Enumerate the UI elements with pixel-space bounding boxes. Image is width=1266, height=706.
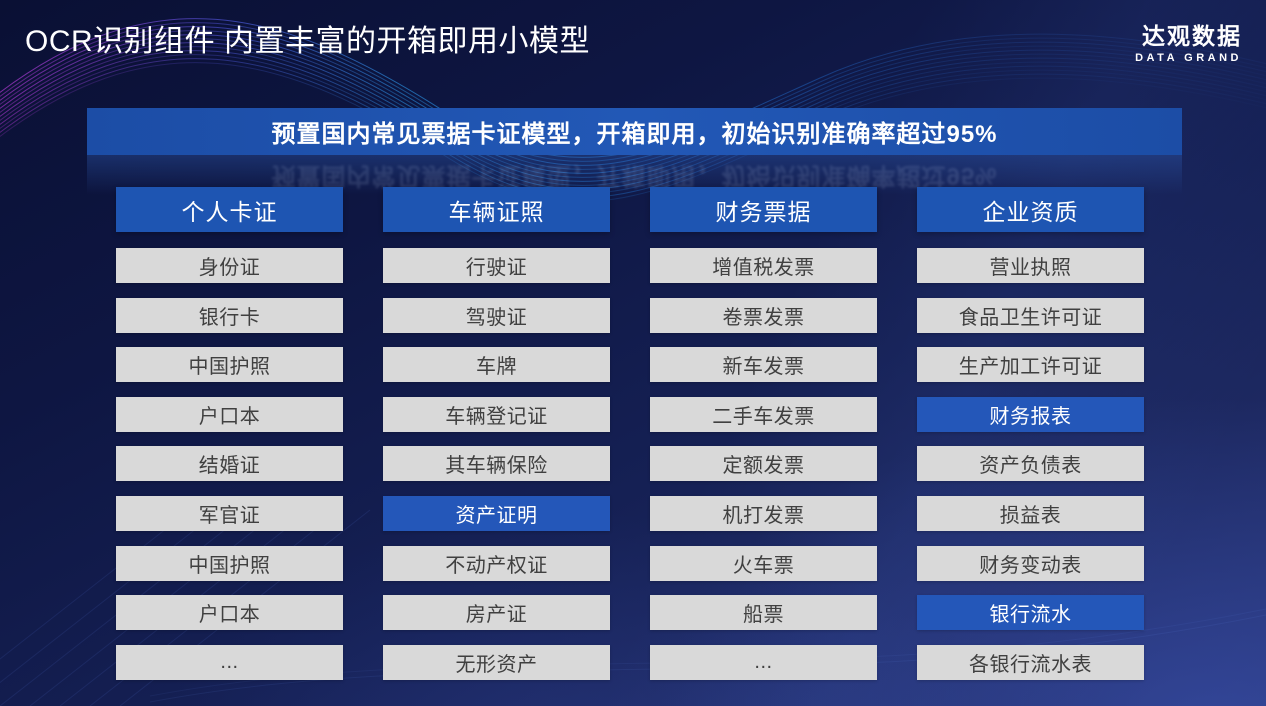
brand-name: 达观数据 [1142,23,1242,49]
model-item: 其车辆保险 [383,446,610,482]
model-item: 房产证 [383,595,610,631]
model-item: 火车票 [650,545,877,581]
model-item: 财务变动表 [917,545,1144,581]
model-item: 银行流水 [917,595,1144,631]
column-financial-invoices: 财务票据 增值税发票 卷票发票 新车发票 二手车发票 定额发票 机打发票 火车票… [650,187,877,680]
model-item: 户口本 [116,396,343,432]
page-title: OCR识别组件 内置丰富的开箱即用小模型 [25,25,590,58]
model-item: 结婚证 [116,446,343,482]
top-bar: OCR识别组件 内置丰富的开箱即用小模型 达观数据 DATA GRAND [25,23,1242,65]
brand-logo: 达观数据 DATA GRAND [1135,23,1242,65]
headline-banner: 预置国内常见票据卡证模型，开箱即用，初始识别准确率超过95% [87,108,1182,155]
model-item: 二手车发票 [650,396,877,432]
model-item: 车牌 [383,347,610,383]
column-personal-cards: 个人卡证 身份证 银行卡 中国护照 户口本 结婚证 军官证 中国护照 户口本 .… [116,187,343,680]
model-item-ellipsis: ... [116,644,343,680]
column-vehicle-licenses: 车辆证照 行驶证 驾驶证 车牌 车辆登记证 其车辆保险 资产证明 不动产权证 房… [383,187,610,680]
category-header: 车辆证照 [383,187,610,232]
model-item: 各银行流水表 [917,644,1144,680]
category-header: 企业资质 [917,187,1144,232]
model-item: 新车发票 [650,347,877,383]
model-item: 资产负债表 [917,446,1144,482]
model-item: 卷票发票 [650,297,877,333]
headline-banner-text: 预置国内常见票据卡证模型，开箱即用，初始识别准确率超过95% [271,121,998,148]
brand-subtitle: DATA GRAND [1135,52,1242,65]
category-header: 财务票据 [650,187,877,232]
model-item: 定额发票 [650,446,877,482]
model-item: 生产加工许可证 [917,347,1144,383]
column-enterprise-qualifications: 企业资质 营业执照 食品卫生许可证 生产加工许可证 财务报表 资产负债表 损益表… [917,187,1144,680]
model-item: 无形资产 [383,644,610,680]
model-item-ellipsis: ... [650,644,877,680]
model-item: 中国护照 [116,545,343,581]
model-item: 身份证 [116,248,343,283]
model-item: 增值税发票 [650,248,877,283]
category-header: 个人卡证 [116,187,343,232]
model-item: 户口本 [116,595,343,631]
model-item: 食品卫生许可证 [917,297,1144,333]
model-item: 车辆登记证 [383,396,610,432]
model-item: 驾驶证 [383,297,610,333]
model-item: 银行卡 [116,297,343,333]
model-item: 军官证 [116,495,343,531]
model-grid: 个人卡证 身份证 银行卡 中国护照 户口本 结婚证 军官证 中国护照 户口本 .… [116,187,1144,680]
model-item: 不动产权证 [383,545,610,581]
model-item: 资产证明 [383,495,610,531]
model-item: 财务报表 [917,396,1144,432]
model-item: 行驶证 [383,248,610,283]
model-item: 营业执照 [917,248,1144,283]
model-item: 中国护照 [116,347,343,383]
model-item: 机打发票 [650,495,877,531]
model-item: 损益表 [917,495,1144,531]
model-item: 船票 [650,595,877,631]
